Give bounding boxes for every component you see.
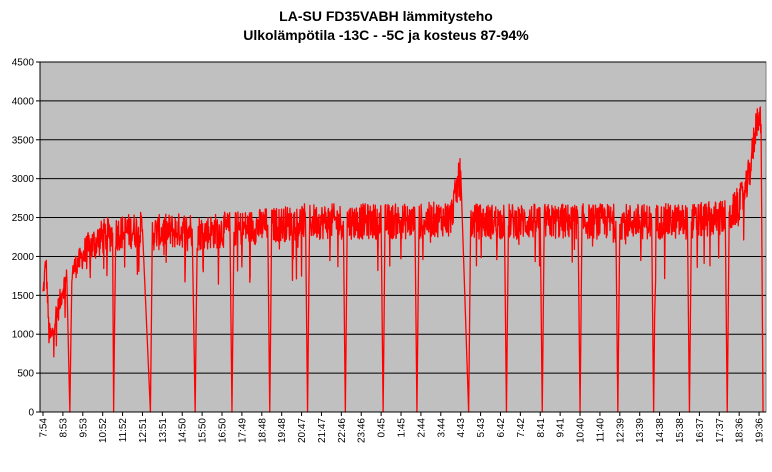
x-tick-label: 13:39 bbox=[635, 418, 646, 443]
x-tick-label: 14:38 bbox=[655, 418, 666, 443]
plot-area bbox=[39, 61, 767, 413]
x-tick-label: 4:43 bbox=[456, 418, 467, 438]
x-tick-label: 7:42 bbox=[516, 418, 527, 438]
y-tick-label: 4000 bbox=[12, 96, 35, 107]
y-tick-label: 2000 bbox=[12, 252, 35, 263]
x-tick-label: 6:42 bbox=[496, 418, 507, 438]
x-tick-label: 10:52 bbox=[98, 418, 109, 443]
y-tick-label: 4500 bbox=[12, 58, 35, 69]
x-tick-label: 5:43 bbox=[476, 418, 487, 438]
y-tick-label: 3500 bbox=[12, 135, 35, 146]
y-tick-label: 2500 bbox=[12, 213, 35, 224]
x-tick-label: 12:39 bbox=[615, 418, 626, 443]
y-tick-label: 1000 bbox=[12, 330, 35, 341]
x-tick-label: 17:49 bbox=[237, 418, 248, 443]
x-tick-label: 11:40 bbox=[595, 418, 606, 443]
x-tick-label: 2:44 bbox=[416, 418, 427, 438]
x-tick-label: 21:47 bbox=[317, 418, 328, 443]
chart-title: LA-SU FD35VABH lämmitysteho bbox=[279, 8, 493, 24]
x-tick-label: 8:41 bbox=[536, 418, 547, 438]
x-tick-label: 16:50 bbox=[218, 418, 229, 443]
chart-subtitle: Ulkolämpötila -13C - -5C ja kosteus 87-9… bbox=[243, 27, 529, 43]
x-tick-label: 11:52 bbox=[118, 418, 129, 443]
y-tick-label: 0 bbox=[28, 408, 34, 419]
y-tick-label: 1500 bbox=[12, 291, 35, 302]
series-line bbox=[42, 106, 764, 413]
x-tick-label: 1:45 bbox=[397, 418, 408, 438]
x-tick-label: 19:36 bbox=[755, 418, 766, 443]
x-tick-label: 12:51 bbox=[138, 418, 149, 443]
x-tick-label: 19:48 bbox=[277, 418, 288, 443]
x-tick-label: 14:50 bbox=[178, 418, 189, 443]
x-tick-label: 10:40 bbox=[576, 418, 587, 443]
x-tick-label: 16:37 bbox=[695, 418, 706, 443]
x-tick-label: 8:53 bbox=[58, 418, 69, 438]
y-tick-label: 500 bbox=[17, 369, 34, 380]
x-tick-label: 18:48 bbox=[257, 418, 268, 443]
x-tick-label: 9:53 bbox=[78, 418, 89, 438]
y-tick-label: 3000 bbox=[12, 174, 35, 185]
x-tick-label: 22:46 bbox=[337, 418, 348, 443]
x-tick-label: 3:44 bbox=[436, 418, 447, 438]
x-tick-label: 18:36 bbox=[735, 418, 746, 443]
x-tick-label: 17:37 bbox=[715, 418, 726, 443]
x-tick-label: 15:50 bbox=[198, 418, 209, 443]
x-tick-label: 7:54 bbox=[39, 418, 50, 438]
x-tick-label: 15:38 bbox=[675, 418, 686, 443]
x-tick-label: 9:41 bbox=[556, 418, 567, 438]
x-tick-label: 23:46 bbox=[357, 418, 368, 443]
x-tick-label: 0:45 bbox=[377, 418, 388, 438]
x-tick-label: 13:51 bbox=[158, 418, 169, 443]
x-tick-label: 20:47 bbox=[297, 418, 308, 443]
